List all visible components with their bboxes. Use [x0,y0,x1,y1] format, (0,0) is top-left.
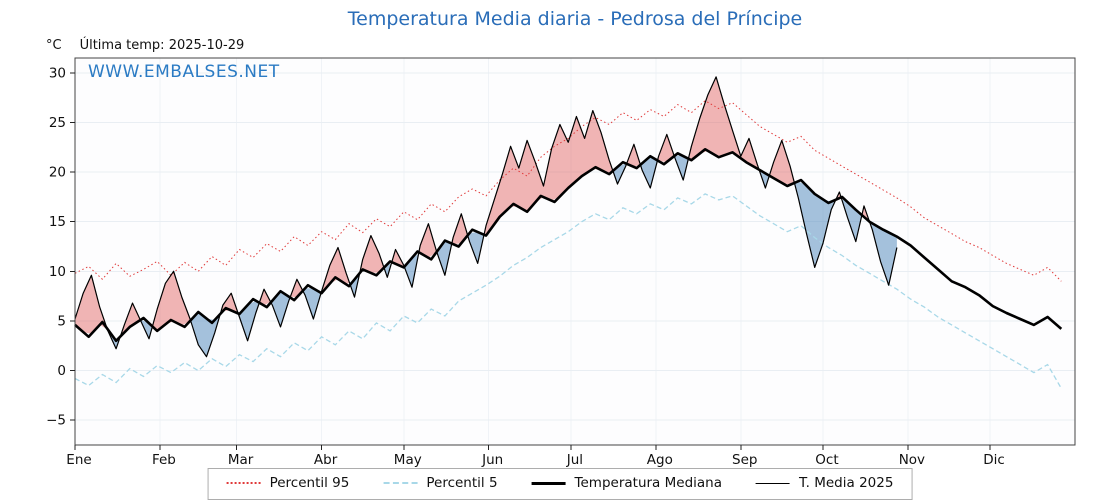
fill-below-segment [794,181,836,268]
x-tick-label: Ago [647,452,673,468]
plot-border [74,57,1076,446]
fill-above-segment [769,140,795,185]
legend-item-percentil95: Percentil 95 [226,475,350,491]
y-tick-label: 15 [49,214,66,230]
last-temp-label: Última temp: 2025-10-29 [79,38,245,53]
legend-item-media2025: T. Media 2025 [756,475,893,491]
fill-above-segment [120,303,141,337]
p95-line [74,100,1062,282]
subheader: °C Última temp: 2025-10-29 [46,38,244,53]
p5-line [74,193,1062,389]
x-tick-label: Oct [815,452,838,468]
page-title: Temperatura Media diaria - Pedrosa del P… [347,8,803,30]
fill-above-segment [152,271,191,331]
fill-below-segment [270,291,291,327]
legend-item-mediana: Temperatura Mediana [531,475,722,491]
percentil5-line-swatch [383,482,418,484]
fill-below-segment [869,221,897,286]
y-tick-label: 30 [49,65,66,81]
fill-above-segment [657,134,675,162]
y-tick-label: 5 [57,313,66,329]
t2025-line [74,76,898,358]
watermark-text: WWW.EMBALSES.NET [88,62,280,82]
x-tick-label: Feb [152,452,176,468]
x-tick-label: Mar [228,452,254,468]
fill-below-segment [674,155,689,181]
legend-label: Percentil 5 [426,475,498,491]
y-tick-label: −5 [46,413,66,429]
fill-above-segment [451,213,468,245]
legend-label: Percentil 95 [269,475,350,491]
unit-label: °C [46,38,62,53]
fill-above-segment [75,275,108,334]
fill-below-segment [436,240,452,276]
fill-below-segment [302,288,322,319]
x-tick-label: Jun [481,452,503,468]
fill-below-segment [404,254,419,288]
x-tick-label: Sep [732,452,757,468]
chart-legend: Percentil 95 Percentil 5 Temperatura Med… [207,468,913,500]
x-tick-label: Jul [566,452,583,468]
x-tick-label: Nov [899,452,925,468]
median-line [74,148,1063,343]
fill-above-segment [259,289,271,306]
x-tick-label: Dic [983,452,1005,468]
fill-below-segment [640,156,658,188]
legend-label: T. Media 2025 [799,475,894,491]
y-tick-label: 10 [49,264,66,280]
fill-above-segment [359,235,384,273]
y-tick-label: 20 [49,165,66,181]
x-tick-label: May [394,452,422,468]
mediana-line-swatch [531,481,566,485]
fill-above-segment [626,144,641,167]
media2025-line-swatch [756,482,790,484]
legend-label: Temperatura Mediana [574,475,722,491]
fill-below-segment [841,199,862,242]
legend-item-percentil5: Percentil 5 [383,475,498,491]
x-tick-label: Abr [314,452,338,468]
percentil95-line-swatch [226,482,261,484]
plot-area [75,58,1075,445]
x-tick-label: Ene [66,452,91,468]
y-tick-label: 0 [57,363,66,379]
fill-above-segment [418,223,437,258]
fill-below-segment [349,273,360,298]
fill-below-segment [467,232,484,264]
y-tick-label: 25 [49,115,66,131]
